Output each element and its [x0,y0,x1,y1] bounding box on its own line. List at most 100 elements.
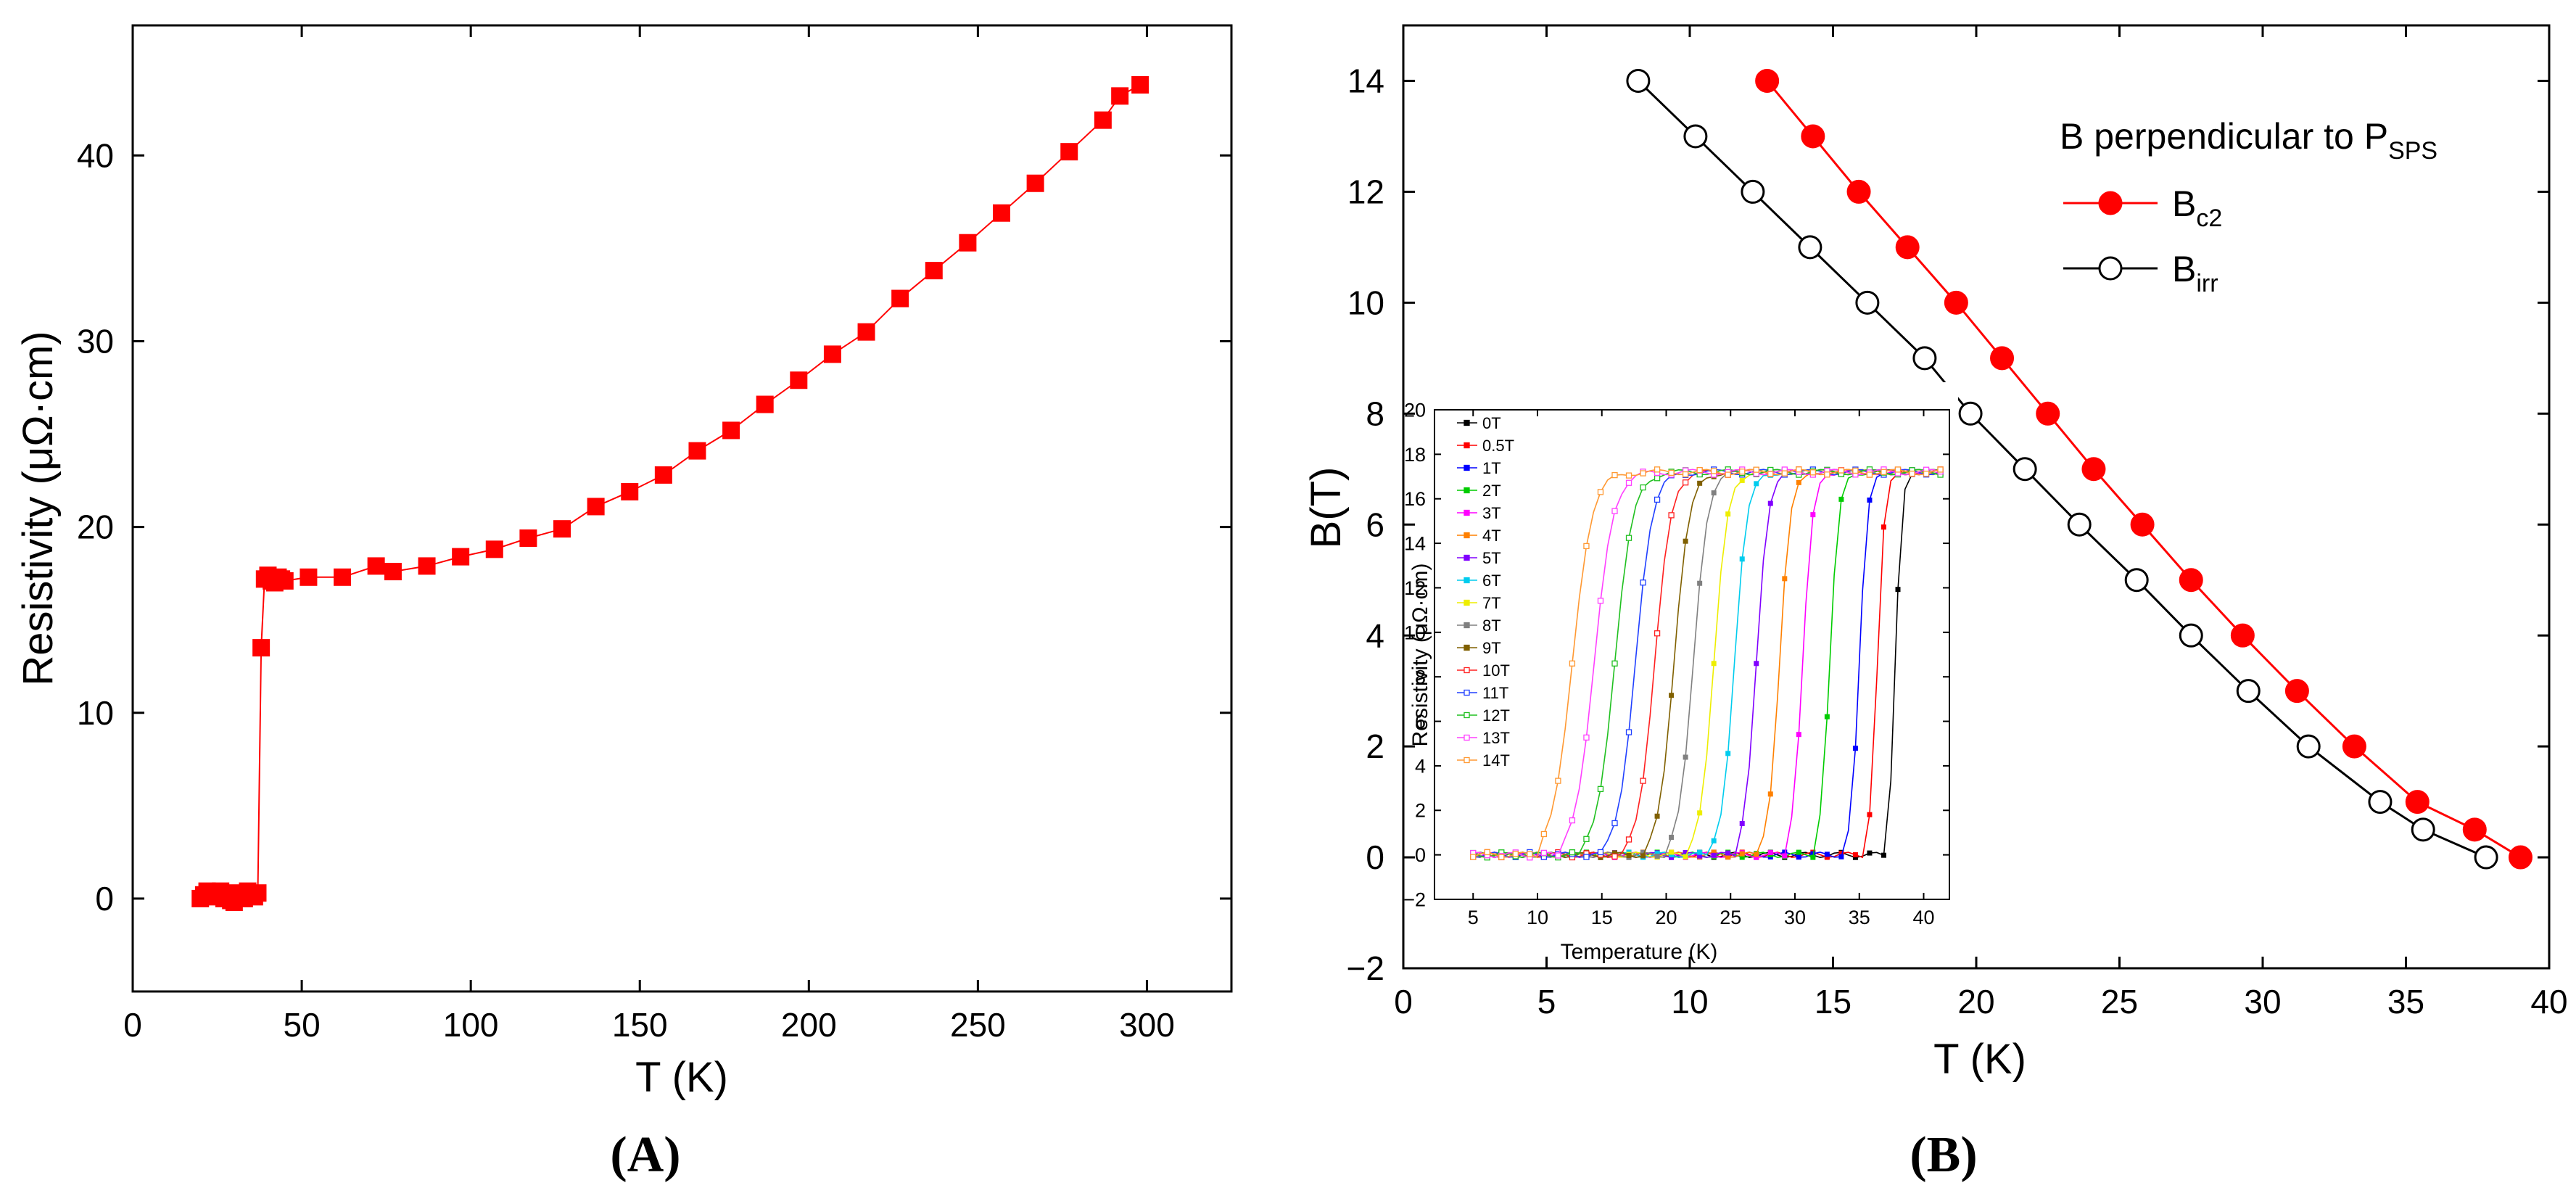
birr-point [2296,734,2321,759]
inset-ticks: 5 10 15 20 25 30 35 40 −2 0 2 4 6 8 10 12 14 16 18 20 [1403,399,1949,928]
inset-point [1697,480,1703,486]
inset-point [1625,472,1632,479]
y-tick-label: 8 [1415,667,1426,688]
inset-point [1697,853,1703,859]
inset-point [1711,490,1717,496]
inset-point [1470,854,1477,860]
data-point [300,568,318,586]
inset-legend-marker [1464,464,1470,471]
legend-title: B perpendicular to PSPS [2060,116,2437,165]
inset-point [1852,746,1858,751]
birr-point [1912,346,1937,371]
panel-a-series [191,75,1149,912]
x-tick-label: 20 [1957,983,1994,1020]
inset-point [1739,556,1745,562]
y-tick-label: 14 [1404,533,1426,555]
birr-point [2067,512,2092,537]
legend-birr-marker [2098,256,2123,281]
bc2-point [1990,346,2015,371]
inset-point [1540,849,1548,857]
inset-legend-label: 9T [1482,639,1501,657]
inset-legend-marker [1464,577,1470,584]
data-point [587,498,605,516]
x-tick-label: 250 [950,1006,1006,1044]
inset-legend-marker [1464,667,1470,674]
inset-point [1669,834,1675,840]
legend-bc2-marker [2098,191,2123,215]
inset-point [1725,850,1731,856]
inset-point [1625,535,1632,541]
inset-curve-11T [1473,469,1941,858]
x-tick-label: 15 [1591,907,1613,928]
legend-birr-main: B [2172,249,2196,289]
inset-legend-label: 0.5T [1482,437,1514,455]
inset-point [1597,489,1604,495]
inset-point [1852,852,1858,858]
data-point [276,572,294,590]
x-tick-label: 5 [1468,907,1479,928]
y-tick-label: 12 [1347,173,1384,211]
inset-point [1753,466,1759,473]
inset-point [1739,851,1745,857]
inset-point [1668,469,1675,477]
birr-line [1637,80,2487,859]
data-point [252,639,271,657]
data-point [1111,87,1129,105]
y-tick-label: 4 [1415,755,1426,777]
inset-point [1583,734,1590,741]
y-tick-label: 10 [1404,622,1426,643]
data-point [756,395,774,413]
inset-legend-label: 6T [1482,572,1501,590]
inset-legend-marker [1464,509,1470,516]
legend-bc2-main: B [2172,183,2196,224]
legend-birr-subscript: irr [2196,270,2218,297]
data-point [553,520,571,538]
inset-point [1809,469,1817,476]
y-tick-label: 0 [1366,838,1384,876]
birr-point [2474,845,2498,870]
inset-point [1625,729,1632,735]
x-tick-label: 50 [283,1006,320,1044]
inset-point [1569,660,1576,667]
inset-point [1625,479,1632,486]
x-tick-label: 40 [1912,907,1934,928]
data-point [688,442,706,460]
inset-y-axis-label: Resistivity (μΩ·cm) [1408,563,1432,746]
y-tick-label: 0 [95,880,114,917]
data-point [1026,174,1044,192]
inset-point [1810,512,1816,518]
inset-point [1739,469,1746,475]
inset-point [1937,466,1944,473]
data-point [334,568,352,586]
birr-point [2124,568,2149,593]
x-tick-label: 10 [1527,907,1548,928]
inset-series [1470,466,1944,861]
legend-bc2-subscript: c2 [2196,205,2222,232]
inset-point [1654,630,1661,637]
birr-point [1741,179,1765,204]
inset-point [1711,838,1717,844]
panel-b-inset: 5 10 15 20 25 30 35 40 −2 0 2 4 6 8 10 12 14 16 18 20 0T 0.5… [1403,382,1958,964]
inset-legend-label: 4T [1482,527,1501,545]
inset-point [1555,852,1561,859]
data-point [1094,111,1112,129]
inset-point [1625,836,1632,843]
inset-point [1781,470,1788,477]
inset-point [1583,854,1590,860]
y-tick-label: 14 [1347,62,1384,100]
data-point [367,557,385,575]
inset-point [1711,849,1717,855]
data-point [418,557,436,575]
panel-b-label: (B) [1910,1127,1977,1183]
inset-point [1654,813,1660,819]
panel-b-y-axis-label: B(T) [1303,467,1350,549]
inset-point [1767,500,1773,506]
inset-point [1782,849,1788,855]
inset-legend-marker [1464,644,1470,651]
panel-a: 0 50 100 150 200 250 300 0 10 20 30 40 T (K) Resist… [15,24,1233,1183]
x-tick-label: 25 [1720,907,1741,928]
data-point [621,482,639,500]
birr-point [1958,401,1983,426]
bc2-point [1755,68,1780,93]
inset-point [1810,854,1816,860]
